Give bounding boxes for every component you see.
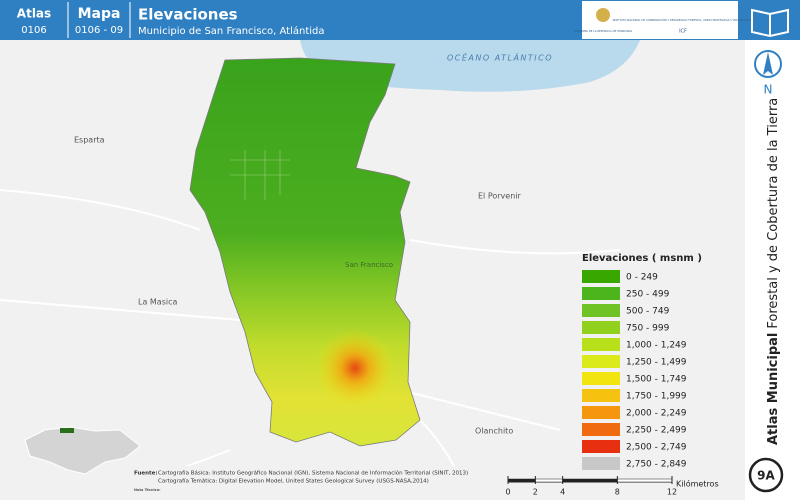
legend-swatch bbox=[582, 423, 620, 436]
legend-title: Elevaciones ( msnm ) bbox=[582, 253, 702, 264]
legend-label: 1,000 - 1,249 bbox=[626, 341, 687, 351]
legend-label: 0 - 249 bbox=[626, 273, 658, 283]
source-line: Cartografía Temática: Digital Elevation … bbox=[158, 478, 429, 485]
page-badge bbox=[748, 457, 784, 493]
legend-label: 2,500 - 2,749 bbox=[626, 443, 687, 453]
legend-swatch bbox=[582, 270, 620, 283]
scale-segment bbox=[535, 478, 563, 483]
place-label: El Porvenir bbox=[478, 192, 521, 201]
map-code: 0106 - 09 bbox=[75, 25, 123, 36]
source-line: Cartografía Básica: Instituto Geográfico… bbox=[158, 470, 468, 477]
atlas-label: Atlas bbox=[17, 7, 51, 21]
roads bbox=[0, 189, 621, 431]
source-label: Fuente: bbox=[134, 471, 158, 477]
scale-tick-label: 4 bbox=[560, 488, 565, 497]
legend-swatch bbox=[582, 287, 620, 300]
legend-label: 250 - 499 bbox=[626, 290, 670, 300]
legend-swatch bbox=[582, 372, 620, 385]
legend-swatch bbox=[582, 389, 620, 402]
scale-tick-label: 0 bbox=[505, 488, 510, 497]
side-panel bbox=[745, 40, 800, 500]
logo-icf: INSTITUTO NACIONAL DE CONSERVACIÓN Y DES… bbox=[613, 17, 754, 22]
streets bbox=[230, 150, 290, 200]
legend-label: 1,250 - 1,499 bbox=[626, 358, 687, 368]
side-title: Atlas Municipal Forestal y de Cobertura d… bbox=[766, 98, 781, 445]
legend-swatch bbox=[582, 338, 620, 351]
scale-segment bbox=[562, 478, 618, 483]
side-title-rest: Forestal y de Cobertura de la Tierra bbox=[766, 98, 781, 329]
legend-swatch bbox=[582, 321, 620, 334]
scale-unit: Kilómetros bbox=[676, 479, 719, 489]
legend-label: 2,750 - 2,849 bbox=[626, 460, 687, 470]
legend: 0 - 249 250 - 499 500 - 749 750 - 999 1,000 … bbox=[582, 270, 687, 470]
inset-location bbox=[60, 428, 74, 433]
scale-tick-label: 8 bbox=[615, 488, 620, 497]
source-box bbox=[132, 466, 502, 500]
book-icon bbox=[751, 8, 789, 38]
logo-icf-short: ICF bbox=[679, 29, 687, 35]
high-terrain bbox=[245, 290, 420, 446]
north-label: N bbox=[764, 83, 773, 97]
atlas-code: 0106 bbox=[21, 25, 46, 36]
title: Elevaciones bbox=[138, 6, 238, 24]
ocean-label: OCÉANO ATLÁNTICO bbox=[447, 52, 553, 63]
legend-swatch bbox=[582, 355, 620, 368]
scale-segment bbox=[617, 478, 673, 483]
scale-bar: 0 2 4 8 12 bbox=[505, 476, 677, 497]
legend-swatch bbox=[582, 457, 620, 470]
place-label: Olanchito bbox=[475, 427, 513, 436]
north-circle bbox=[754, 50, 782, 78]
legend-swatch bbox=[582, 406, 620, 419]
side-title-bold: Atlas Municipal bbox=[766, 333, 781, 445]
map-label: Mapa bbox=[78, 6, 121, 22]
north-arrow bbox=[763, 52, 773, 75]
legend-label: 750 - 999 bbox=[626, 324, 670, 334]
legend-label: 1,500 - 1,749 bbox=[626, 375, 687, 385]
scale-tick-label: 12 bbox=[667, 488, 677, 497]
legend-swatch bbox=[582, 440, 620, 453]
legend-label: 1,750 - 1,999 bbox=[626, 392, 687, 402]
place-label: San Francisco bbox=[345, 261, 393, 269]
legend-label: 2,000 - 2,249 bbox=[626, 409, 687, 419]
scale-segment bbox=[507, 478, 536, 483]
legend-label: 500 - 749 bbox=[626, 307, 670, 317]
scale-tick-label: 2 bbox=[533, 488, 538, 497]
logo-gov: GOBIERNO DE LA REPÚBLICA DE HONDURAS bbox=[574, 28, 632, 33]
page-number: 9A bbox=[757, 469, 775, 483]
logo-box bbox=[582, 1, 738, 39]
gov-emblem bbox=[596, 8, 610, 22]
legend-swatch bbox=[582, 304, 620, 317]
place-label: La Masica bbox=[138, 298, 177, 307]
subtitle: Municipio de San Francisco, Atlántida bbox=[138, 25, 325, 37]
place-label: Esparta bbox=[74, 136, 105, 145]
note-label: Nota Técnica: bbox=[134, 488, 161, 492]
legend-label: 2,250 - 2,499 bbox=[626, 426, 687, 436]
inset-map bbox=[24, 426, 141, 475]
